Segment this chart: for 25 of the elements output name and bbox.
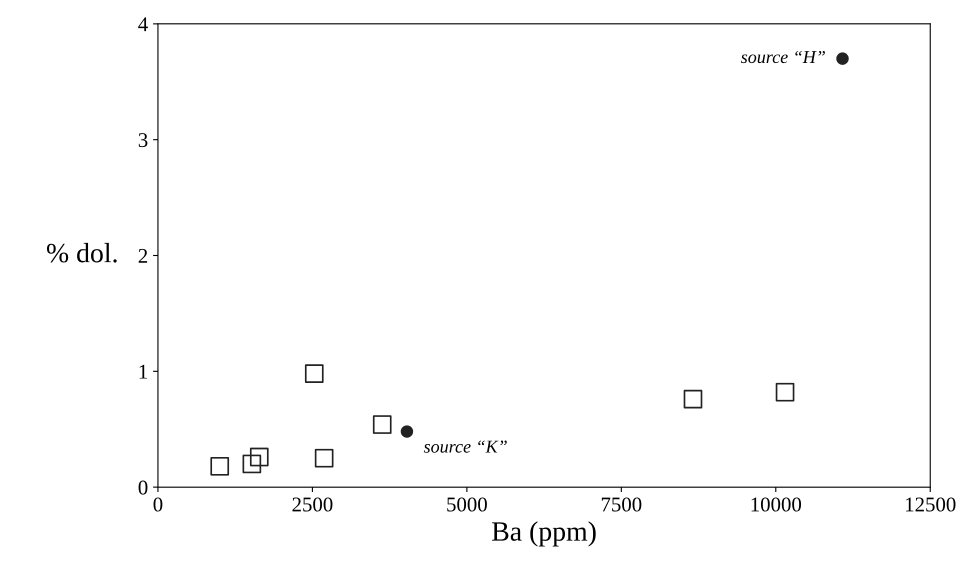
y-tick-label: 0 [138,480,148,495]
x-tick-label: 0 [154,497,162,512]
point [776,382,794,402]
x-tick-label: 12500 [906,497,956,512]
y-tick-label: 2 [138,248,148,263]
x-tick-label: 10000 [752,497,802,512]
annotation: source “H” [740,50,825,64]
annotation: source “K” [424,440,507,453]
y-tick-label: 4 [138,17,148,32]
y-axis-title: % dol. [46,242,117,263]
point [304,364,324,383]
y-tick-label: 1 [140,364,147,379]
point [400,425,414,438]
point [242,454,262,474]
x-axis-title: Ba (ppm) [492,521,596,546]
point [372,415,392,434]
point [684,390,702,408]
point [836,52,849,65]
point [314,448,334,468]
point [210,456,230,476]
y-tick-label: 3 [138,133,148,148]
x-tick-label: 5000 [447,497,487,512]
point [250,448,269,466]
x-tick-label: 7500 [602,497,642,512]
x-tick-label: 2500 [292,497,332,512]
